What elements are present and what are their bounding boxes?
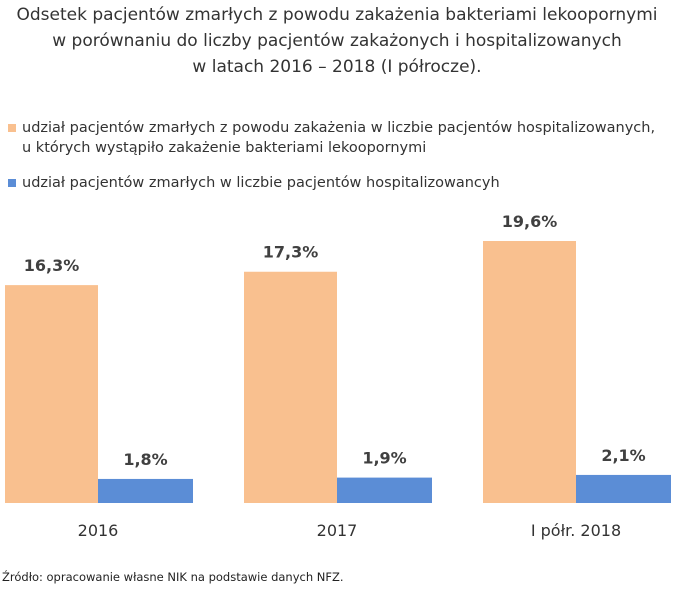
source-note: Źródło: opracowanie własne NIK na podsta… <box>2 570 344 584</box>
chart-title: Odsetek pacjentów zmarłych z powodu zaka… <box>0 2 674 80</box>
title-line: w porównaniu do liczby pacjentów zakażon… <box>52 31 622 51</box>
bar <box>337 477 432 503</box>
value-label: 16,3% <box>24 256 80 275</box>
bar <box>483 241 576 503</box>
legend: udział pacjentów zmarłych z powodu zakaż… <box>8 118 668 208</box>
legend-entry: udział pacjentów zmarłych z powodu zakaż… <box>8 118 668 158</box>
x-tick-label: I półr. 2018 <box>531 521 621 540</box>
title-line: Odsetek pacjentów zmarłych z powodu zaka… <box>16 5 658 25</box>
value-label: 19,6% <box>502 212 558 231</box>
legend-label: udział pacjentów zmarłych w liczbie pacj… <box>22 175 500 191</box>
legend-swatch <box>8 124 16 132</box>
legend-entry: udział pacjentów zmarłych w liczbie pacj… <box>8 173 668 193</box>
bar <box>5 285 98 503</box>
value-label: 2,1% <box>601 446 645 465</box>
legend-label: udział pacjentów zmarłych z powodu zakaż… <box>22 120 656 156</box>
x-tick-label: 2017 <box>317 521 358 540</box>
bar <box>98 478 193 503</box>
bar <box>576 474 671 503</box>
value-label: 17,3% <box>263 243 319 262</box>
value-label: 1,9% <box>362 449 406 468</box>
legend-swatch <box>8 179 16 187</box>
value-label: 1,8% <box>123 450 167 469</box>
bar <box>244 271 337 503</box>
title-line: w latach 2016 – 2018 (I półrocze). <box>192 57 482 77</box>
x-tick-label: 2016 <box>78 521 119 540</box>
